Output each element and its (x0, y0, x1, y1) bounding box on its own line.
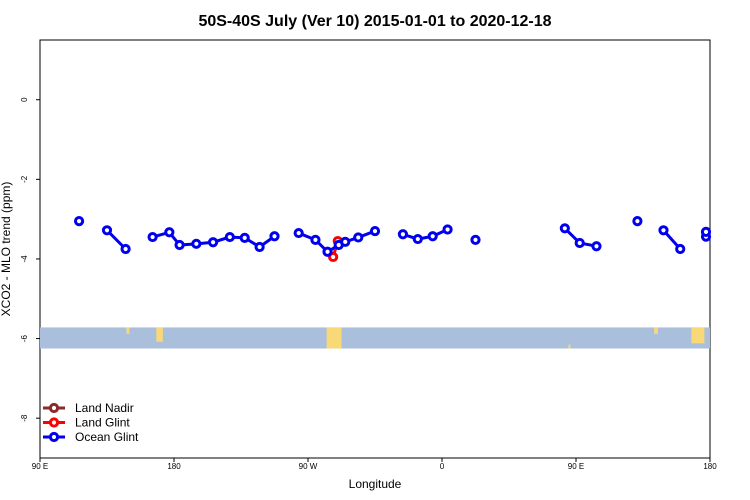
land-patch-2 (326, 327, 342, 349)
x-tick-label-0: 90 E (32, 462, 48, 471)
series-2-point-2-6 (239, 232, 250, 243)
x-axis: 90 E 180 90 W 0 90 E 180 (32, 458, 717, 471)
legend-marker-2 (48, 431, 60, 443)
chart-title: 50S-40S July (Ver 10) 2015-01-01 to 2020… (198, 13, 551, 30)
land-patch-3 (568, 344, 571, 349)
series-2-point-6-2 (591, 241, 602, 252)
series-2-point-2-5 (224, 231, 235, 243)
legend-label-0: Land Nadir (75, 401, 134, 415)
ocean-band (40, 327, 710, 349)
y-tick-label-0: 0 (20, 97, 29, 102)
legend-label-2: Ocean Glint (75, 430, 139, 444)
series-2-point-2-7 (254, 241, 265, 253)
series-2-point-3-0 (293, 227, 304, 239)
series-2-point-6-0 (559, 223, 570, 234)
series-2-line-4 (402, 228, 449, 241)
series-2-point-1-0 (101, 225, 113, 236)
y-axis: 0 -2 -4 -6 -8 (20, 97, 40, 422)
y-tick-label-2: -4 (20, 255, 29, 263)
series-2-point-4-3 (442, 224, 453, 235)
series-2-point-3-5 (353, 232, 364, 243)
series-2-point-6-1 (574, 237, 585, 249)
x-axis-label: Longitude (349, 477, 402, 491)
series-2 (73, 216, 712, 257)
series-2-point-0-0 (73, 216, 85, 227)
series-2-point-2-1 (164, 227, 175, 238)
series-2-point-4-2 (427, 231, 438, 242)
land-patch-0 (126, 327, 130, 334)
series-2-point-3-4 (340, 236, 351, 247)
series-2-point-8-0 (658, 225, 669, 236)
series-2-point-2-8 (269, 231, 280, 242)
y-tick-label-1: -2 (20, 175, 29, 183)
series-2-point-2-4 (207, 237, 219, 248)
y-tick-label-3: -6 (20, 334, 29, 342)
series-2-point-3-6 (369, 225, 381, 237)
x-tick-label-5: 180 (703, 462, 717, 471)
land-patch-5 (691, 327, 705, 344)
x-tick-label-3: 0 (440, 462, 445, 471)
land-patch-1 (156, 327, 163, 342)
series-2-point-4-1 (412, 233, 423, 245)
series-2-point-1-1 (120, 243, 131, 255)
legend-marker-1 (48, 417, 60, 428)
series-2-point-3-1 (310, 234, 321, 245)
legend-marker-0 (48, 402, 60, 414)
land-ocean-band (40, 327, 710, 349)
land-patch-4 (654, 327, 658, 334)
y-tick-label-4: -8 (20, 414, 29, 422)
series-2-point-4-0 (397, 229, 409, 240)
x-tick-label-4: 90 E (568, 462, 584, 471)
series-2-point-7-0 (632, 216, 643, 227)
plot-frame (39, 39, 711, 459)
series-2-point-8-1 (675, 243, 686, 255)
series-2-point-2-0 (147, 231, 158, 243)
series-2-point-2-3 (191, 238, 202, 249)
series-2-point-3-2 (322, 246, 333, 257)
series-2-point-2-2 (174, 239, 185, 251)
y-axis-label: XCO2 - MLO trend (ppm) (0, 182, 13, 317)
legend-label-1: Land Glint (75, 416, 130, 430)
series-layer (73, 216, 712, 263)
series-2-point-5-0 (470, 234, 481, 245)
x-tick-label-1: 180 (167, 462, 181, 471)
x-tick-label-2: 90 W (299, 462, 318, 471)
series-2-point-9-1 (700, 226, 712, 237)
